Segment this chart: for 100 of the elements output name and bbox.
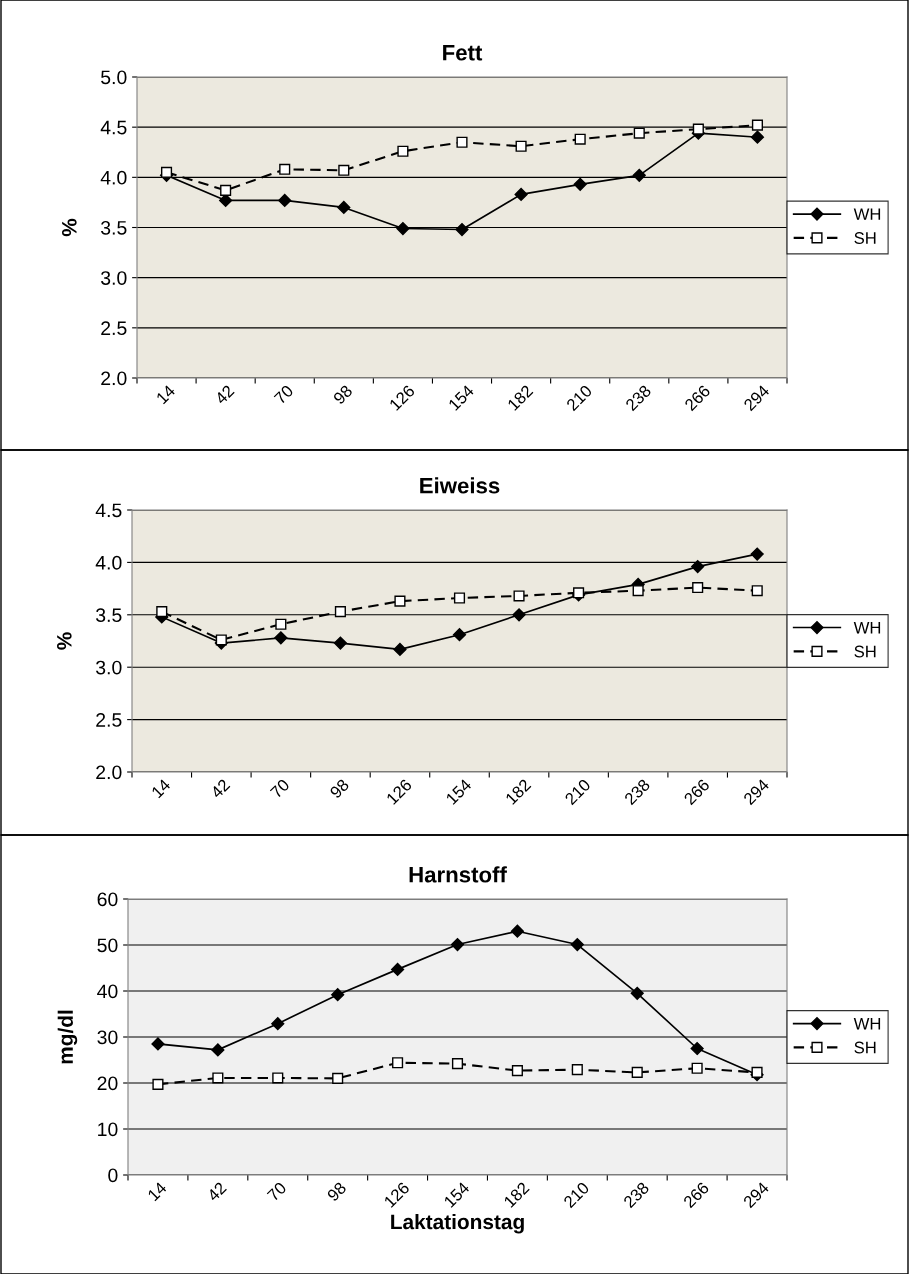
x-tick-label: 210 bbox=[565, 384, 593, 412]
y-tick-label: 4.5 bbox=[95, 503, 122, 518]
x-tick-label: 210 bbox=[564, 778, 592, 806]
point bbox=[510, 924, 524, 938]
point bbox=[514, 187, 528, 201]
y-axis-title: % bbox=[56, 632, 72, 650]
y-tick-label: 50 bbox=[97, 938, 118, 953]
x-tick-label: 294 bbox=[743, 384, 771, 412]
x-tick-label: 266 bbox=[682, 1181, 710, 1209]
x-tick-label: 42 bbox=[206, 1181, 227, 1202]
x-tick-label: 182 bbox=[504, 778, 532, 805]
point bbox=[750, 547, 764, 561]
point bbox=[391, 962, 405, 976]
point bbox=[751, 119, 764, 131]
legend-label: WH bbox=[853, 1017, 881, 1030]
x-tick-label: 154 bbox=[443, 1181, 471, 1208]
chart-title: Fett bbox=[443, 45, 483, 61]
point bbox=[511, 1065, 523, 1077]
point bbox=[152, 1078, 164, 1090]
point bbox=[271, 1017, 285, 1031]
x-tick-label: 210 bbox=[562, 1181, 590, 1209]
point bbox=[151, 1037, 165, 1051]
point bbox=[275, 618, 287, 630]
y-tick-label: 4.0 bbox=[95, 555, 122, 570]
point bbox=[331, 988, 345, 1002]
y-tick-label: 4.5 bbox=[100, 120, 127, 135]
x-tick-label: 294 bbox=[742, 778, 770, 806]
point bbox=[570, 937, 584, 952]
point bbox=[334, 606, 346, 618]
legend-label: WH bbox=[853, 621, 881, 634]
x-tick-label: 126 bbox=[383, 1181, 411, 1208]
point bbox=[633, 127, 645, 139]
point bbox=[338, 164, 350, 176]
x-tick-label: 182 bbox=[503, 1181, 530, 1208]
point bbox=[394, 595, 406, 607]
point bbox=[450, 937, 465, 952]
x-tick-label: 42 bbox=[209, 778, 231, 799]
point bbox=[397, 145, 409, 157]
y-tick-label: 20 bbox=[97, 1076, 118, 1091]
y-tick-label: 30 bbox=[97, 1030, 118, 1045]
y-tick-label: 0 bbox=[108, 1168, 118, 1183]
point bbox=[453, 592, 466, 604]
point bbox=[452, 628, 467, 642]
x-tick-label: 14 bbox=[155, 384, 176, 405]
point bbox=[574, 133, 586, 145]
y-tick-label: 4.0 bbox=[100, 170, 127, 185]
point bbox=[456, 136, 468, 148]
point bbox=[512, 608, 526, 622]
point bbox=[691, 1062, 703, 1074]
legend-label: WH bbox=[853, 208, 881, 220]
point bbox=[692, 123, 704, 135]
point bbox=[215, 634, 227, 646]
x-axis-title: Laktationstag bbox=[391, 1213, 524, 1234]
point bbox=[393, 642, 407, 656]
y-tick-label: 10 bbox=[98, 1122, 118, 1137]
point bbox=[630, 986, 644, 1000]
point bbox=[212, 1072, 224, 1084]
point bbox=[333, 636, 347, 650]
x-tick-label: 266 bbox=[683, 778, 711, 806]
x-tick-label: 42 bbox=[214, 384, 235, 405]
point bbox=[515, 140, 527, 152]
x-tick-label: 70 bbox=[269, 778, 291, 799]
y-tick-label: 2.5 bbox=[101, 321, 127, 336]
x-tick-label: 238 bbox=[622, 1181, 650, 1209]
x-tick-label: 126 bbox=[385, 778, 413, 805]
point bbox=[337, 200, 351, 215]
point bbox=[274, 631, 288, 645]
y-tick-label: 2.5 bbox=[96, 713, 122, 727]
y-tick-label: 3.0 bbox=[100, 271, 127, 285]
point bbox=[631, 1066, 643, 1078]
y-tick-label: 2.0 bbox=[101, 371, 127, 386]
chart-title: Eiweiss bbox=[420, 477, 500, 494]
point bbox=[690, 1041, 704, 1056]
x-tick-label: 70 bbox=[273, 384, 294, 405]
x-tick-label: 154 bbox=[448, 384, 475, 411]
x-tick-label: 182 bbox=[506, 384, 534, 411]
legend-label: SH bbox=[854, 1041, 876, 1054]
point bbox=[632, 585, 644, 597]
point bbox=[211, 1043, 225, 1057]
point bbox=[691, 560, 705, 574]
x-tick-label: 98 bbox=[332, 384, 354, 405]
point bbox=[573, 177, 587, 191]
x-tick-label: 294 bbox=[742, 1181, 770, 1209]
point bbox=[750, 130, 765, 144]
y-tick-label: 60 bbox=[97, 892, 118, 907]
y-tick-label: 40 bbox=[97, 984, 118, 999]
legend-label: SH bbox=[854, 645, 876, 658]
y-tick-label: 3.5 bbox=[95, 608, 122, 623]
legend-label: SH bbox=[854, 232, 876, 244]
point bbox=[751, 585, 763, 597]
point bbox=[396, 221, 410, 236]
x-tick-label: 14 bbox=[147, 1181, 168, 1202]
point bbox=[632, 168, 646, 182]
point bbox=[332, 1072, 344, 1084]
point bbox=[692, 581, 704, 594]
point bbox=[571, 1064, 583, 1076]
point bbox=[455, 222, 469, 237]
point bbox=[751, 1066, 763, 1078]
point bbox=[160, 166, 173, 178]
x-tick-label: 14 bbox=[151, 778, 172, 799]
